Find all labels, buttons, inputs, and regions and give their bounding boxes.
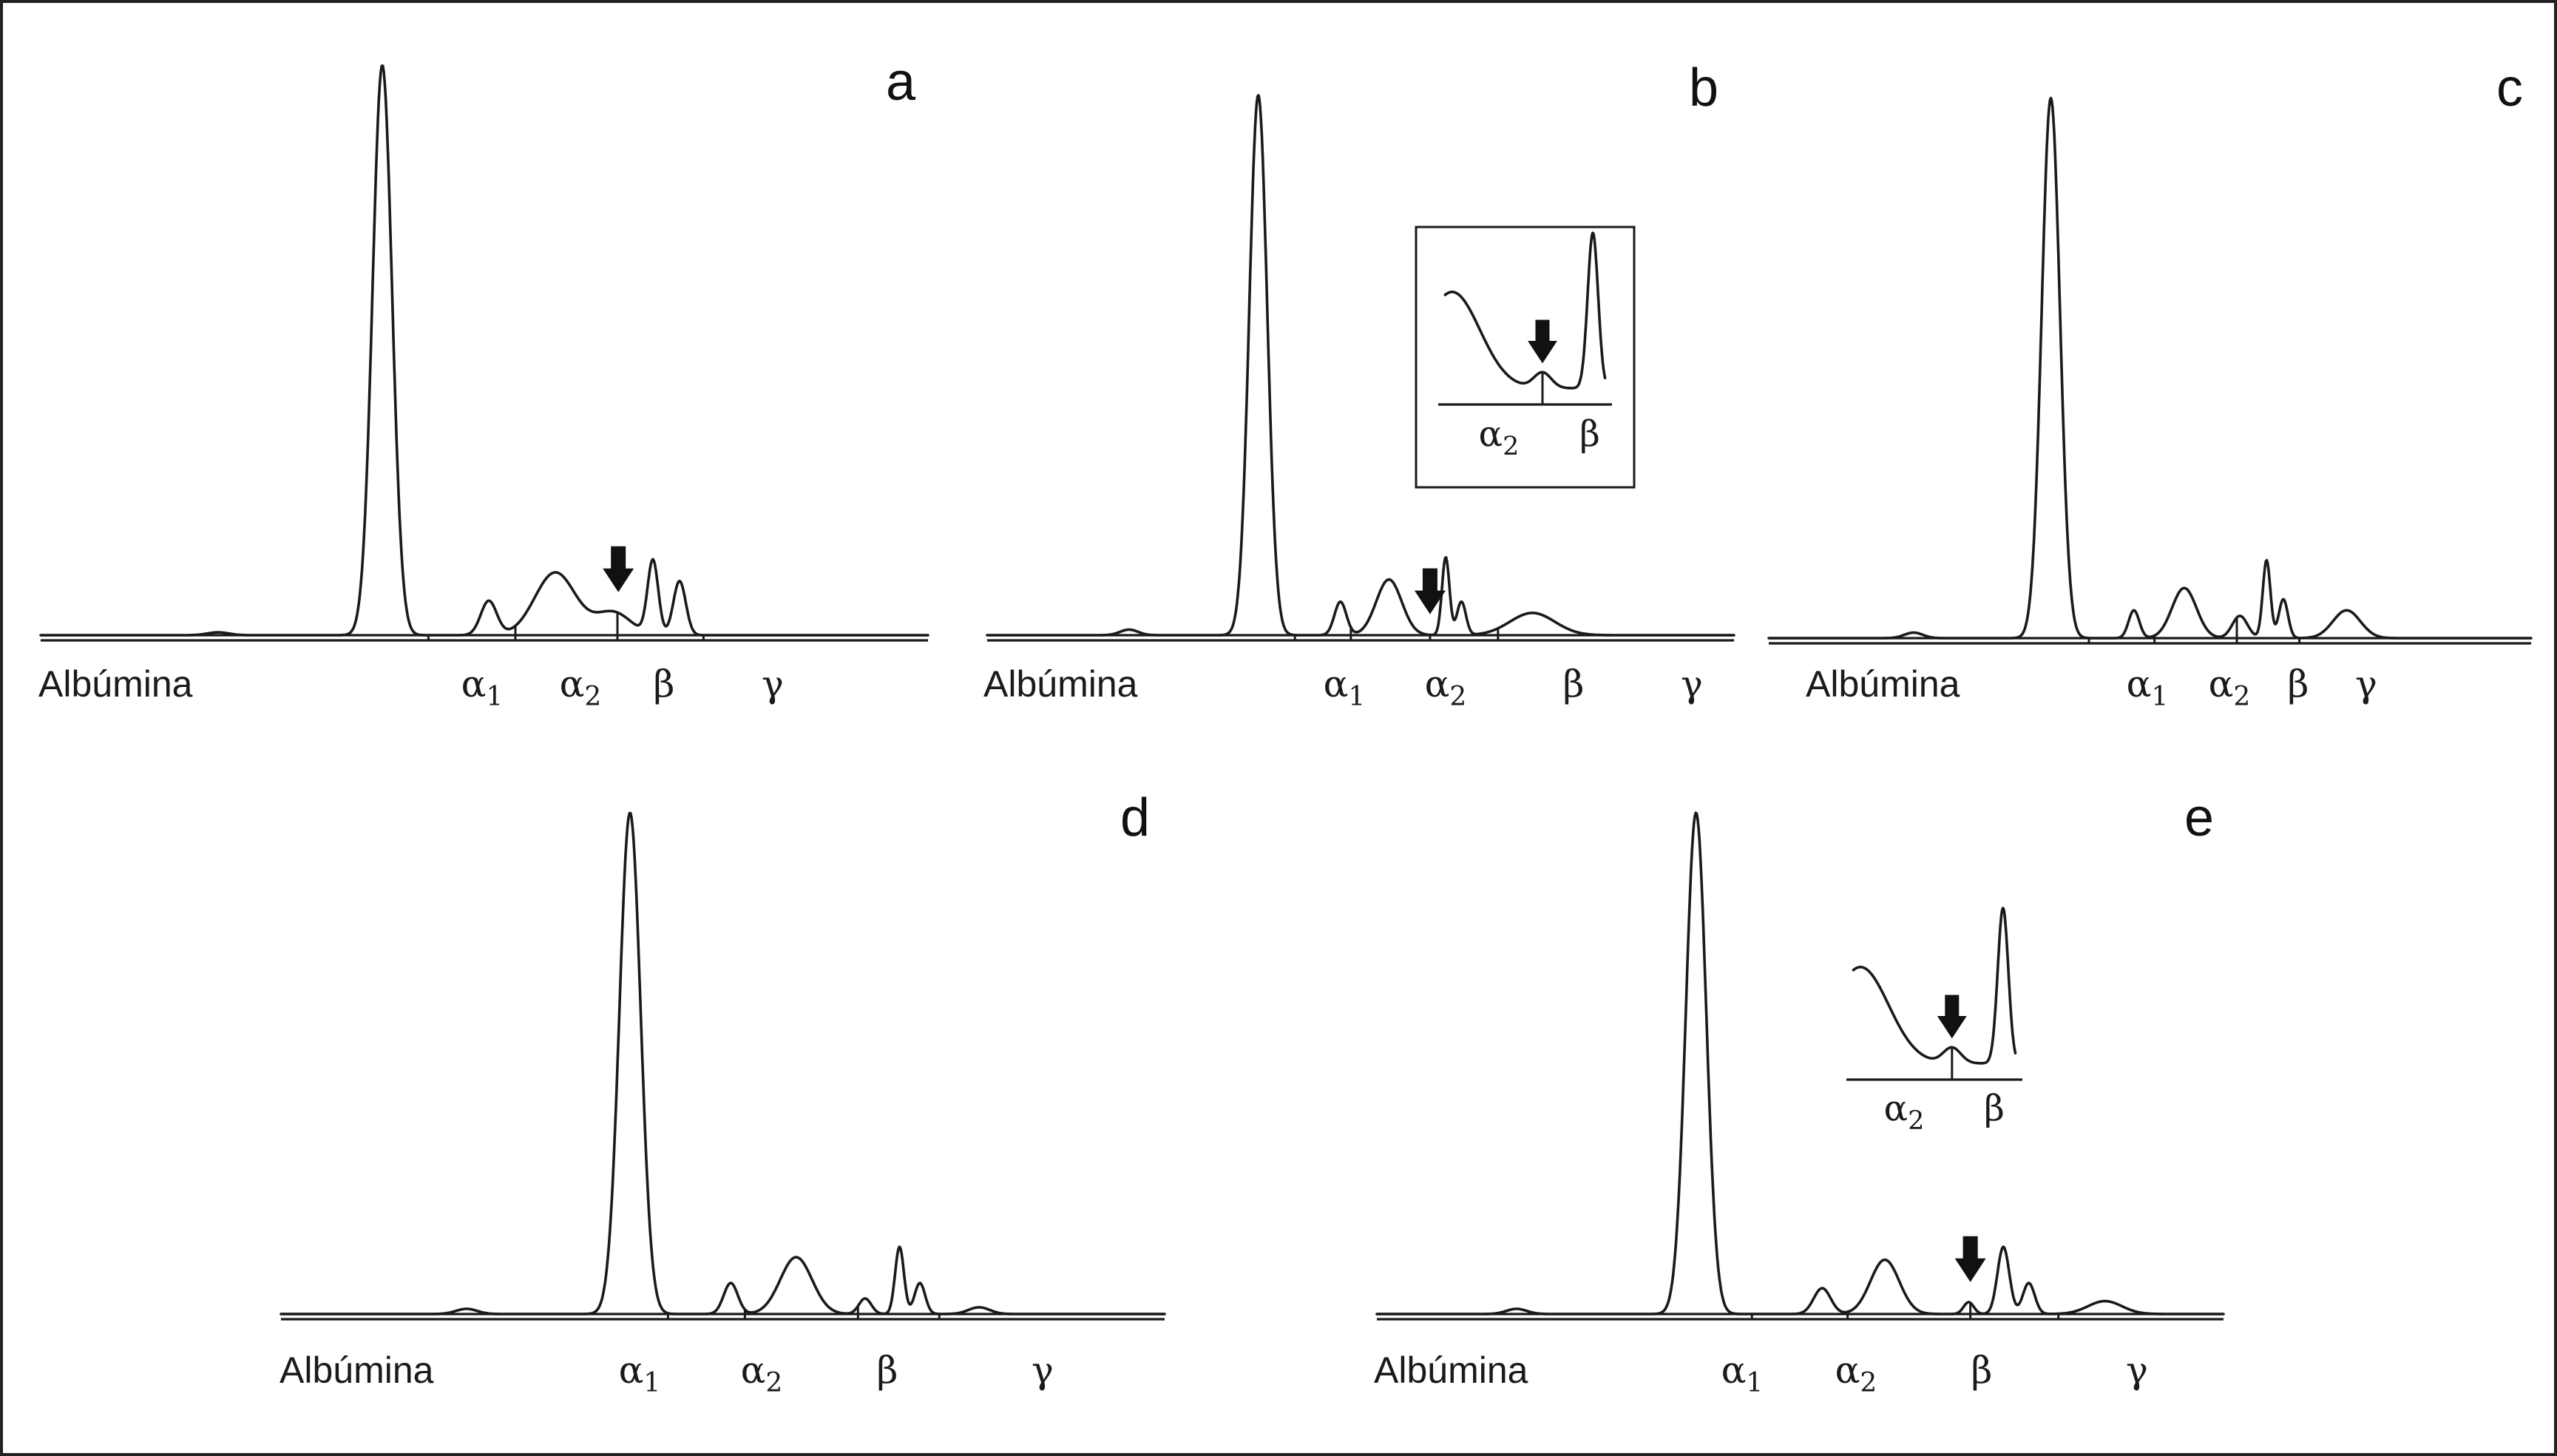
panel-c-densitometry-trace <box>1767 96 2533 640</box>
panel-b-inset-fraction-label-2-symbol: β <box>1579 413 1600 455</box>
panel-d-albumin-label: Albúmina <box>280 1350 434 1391</box>
panel-b-fraction-label-3: β <box>1563 663 1585 705</box>
panel-b-fraction-label-2: α2 <box>1425 663 1467 712</box>
panel-d-fraction-label-4-symbol: γ <box>1032 1349 1054 1392</box>
panel-e-densitometry-trace <box>1375 811 2225 1316</box>
panel-e-inset-fraction-label-2-symbol: β <box>1984 1088 2005 1129</box>
panel-d-densitometry-trace <box>280 811 1166 1316</box>
panel-c-letter: c <box>2496 58 2523 118</box>
panel-e-fraction-label-2-subscript: 2 <box>1860 1368 1877 1398</box>
panel-b-albumin-label: Albúmina <box>983 663 1138 705</box>
panel-b-fraction-label-4: γ <box>1681 663 1703 705</box>
panel-d-fraction-label-1-symbol: α <box>619 1349 644 1392</box>
panel-b-inset-fraction-label-2: β <box>1579 413 1600 455</box>
panel-e-albumin-label: Albúmina <box>1374 1350 1528 1391</box>
panel-b-letter: b <box>1689 58 1718 118</box>
panel-b-inset-frame <box>1415 226 1636 489</box>
panel-a-fraction-label-1-symbol: α <box>461 663 487 705</box>
panel-b-fraction-label-3-symbol: β <box>1563 663 1585 705</box>
panel-c: Albúmina α1 α2 β γc <box>1767 58 2533 712</box>
panel-e-fraction-label-2: α2 <box>1835 1349 1877 1398</box>
panel-d-fraction-label-3-symbol: β <box>877 1349 898 1392</box>
panel-b-fraction-label-2-symbol: α <box>1425 663 1450 705</box>
panel-b-inset: α2 β <box>1415 226 1636 489</box>
panel-e-fraction-label-2-symbol: α <box>1835 1349 1860 1392</box>
panel-a-fraction-label-2: α2 <box>560 663 602 712</box>
panel-b-fraction-label-1-symbol: α <box>1324 663 1349 705</box>
panel-b-fraction-label-1-subscript: 1 <box>1348 682 1365 712</box>
panel-c-fraction-label-2-symbol: α <box>2209 663 2234 705</box>
panel-e-inset-fraction-label-1: α2 <box>1884 1088 1925 1136</box>
panel-d-fraction-label-1: α1 <box>619 1349 661 1398</box>
panel-d-fraction-label-2-subscript: 2 <box>765 1368 782 1398</box>
panel-e-inset-fraction-label-2: β <box>1984 1088 2005 1129</box>
panel-c-fraction-label-2-subscript: 2 <box>2233 682 2250 712</box>
panel-c-fraction-label-3: β <box>2288 663 2309 705</box>
panel-e-fraction-label-4: γ <box>2126 1349 2148 1392</box>
panel-e-inset: α2 β <box>1846 907 2022 1136</box>
panel-a-fraction-label-4: γ <box>762 663 784 705</box>
panel-a-albumin-label: Albúmina <box>38 663 193 705</box>
panel-a-letter: a <box>886 53 916 112</box>
panel-c-fraction-label-1-subscript: 1 <box>2151 682 2168 712</box>
panel-e-fraction-label-1-subscript: 1 <box>1746 1368 1763 1398</box>
panel-a-fraction-label-3-symbol: β <box>654 663 675 705</box>
panel-b-fraction-label-2-subscript: 2 <box>1449 682 1466 712</box>
panel-d-letter: d <box>1120 788 1150 847</box>
panel-b-inset-arrow-icon <box>1528 319 1557 364</box>
panel-a-fraction-label-4-symbol: γ <box>762 663 784 705</box>
panel-d-fraction-label-2-symbol: α <box>741 1349 766 1392</box>
panel-e-letter: e <box>2184 788 2214 847</box>
panel-b-inset-fraction-label-1-subscript: 2 <box>1503 432 1519 461</box>
panel-e-arrow-icon <box>1954 1236 1986 1282</box>
panel-e-fraction-label-3: β <box>1971 1349 1993 1392</box>
panel-a-arrow-icon <box>603 546 634 592</box>
panel-e-fraction-label-4-symbol: γ <box>2126 1349 2148 1392</box>
panel-d: Albúmina α1 α2 β γd <box>280 788 1166 1398</box>
panel-e-fraction-label-1-symbol: α <box>1721 1349 1747 1392</box>
panel-b-inset-fraction-label-1: α2 <box>1479 413 1520 461</box>
panel-d-fraction-label-1-subscript: 1 <box>643 1368 660 1398</box>
panel-c-fraction-label-2: α2 <box>2209 663 2251 712</box>
panel-a-fraction-label-1: α1 <box>461 663 504 712</box>
panel-a-fraction-label-3: β <box>654 663 675 705</box>
panel-b-arrow-icon <box>1414 568 1446 614</box>
panel-c-albumin-label: Albúmina <box>1806 663 1960 705</box>
panel-c-fraction-label-4: γ <box>2355 663 2377 705</box>
panel-c-fraction-label-1-symbol: α <box>2127 663 2152 705</box>
panel-a: Albúmina α1 α2 β γa <box>38 53 929 712</box>
panel-c-fraction-label-4-symbol: γ <box>2355 663 2377 705</box>
panel-d-fraction-label-4: γ <box>1032 1349 1054 1392</box>
panel-e-fraction-label-1: α1 <box>1721 1349 1764 1398</box>
panel-a-densitometry-trace <box>39 64 929 637</box>
panel-b-inset-fraction-label-1-symbol: α <box>1479 413 1503 455</box>
panel-a-fraction-label-2-subscript: 2 <box>584 682 601 712</box>
panel-b-inset-trace <box>1443 231 1607 390</box>
panel-c-fraction-label-1: α1 <box>2127 663 2169 712</box>
panel-a-fraction-label-2-symbol: α <box>560 663 585 705</box>
panel-b-densitometry-trace <box>986 94 1735 637</box>
panel-c-fraction-label-3-symbol: β <box>2288 663 2309 705</box>
panel-e-inset-fraction-label-1-subscript: 2 <box>1908 1106 1924 1136</box>
panel-a-fraction-label-1-subscript: 1 <box>486 682 503 712</box>
panel-b-fraction-label-1: α1 <box>1324 663 1366 712</box>
panel-d-fraction-label-3: β <box>877 1349 898 1392</box>
panel-e-inset-arrow-icon <box>1937 995 1967 1039</box>
panel-e-fraction-label-3-symbol: β <box>1971 1349 1993 1392</box>
panel-e-inset-fraction-label-1-symbol: α <box>1884 1088 1908 1129</box>
panel-e-inset-trace <box>1852 907 2017 1065</box>
panel-d-fraction-label-2: α2 <box>741 1349 783 1398</box>
panel-b-fraction-label-4-symbol: γ <box>1681 663 1703 705</box>
